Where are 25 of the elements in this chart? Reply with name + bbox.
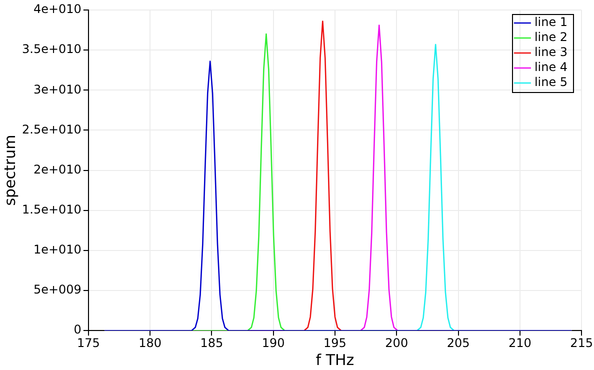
legend-label: line 3	[534, 45, 568, 60]
x-tick-label: 210	[508, 336, 532, 350]
y-tick-label: 1.5e+010	[22, 202, 82, 216]
y-tick-label: 4e+010	[33, 2, 82, 16]
x-tick-label: 195	[324, 336, 346, 350]
y-tick-label: 3e+010	[33, 82, 82, 96]
legend-label: line 1	[534, 15, 568, 30]
x-axis-title: f THz	[316, 350, 354, 369]
x-tick-label: 190	[262, 336, 285, 350]
y-tick-label: 1e+010	[33, 242, 82, 257]
x-tick-label: 185	[200, 336, 224, 350]
y-tick-label: 3.5e+010	[22, 42, 82, 56]
legend-label: line 4	[534, 60, 568, 74]
y-tick-label: 0	[74, 322, 82, 337]
y-tick-label: 5e+009	[33, 282, 82, 297]
y-tick-label: 2e+010	[33, 162, 82, 176]
x-tick-label: 180	[138, 336, 162, 350]
x-tick-label: 205	[446, 336, 470, 350]
x-tick-label: 175	[76, 336, 100, 350]
x-tick-label: 200	[385, 336, 408, 350]
y-axis-title: spectrum	[0, 134, 19, 206]
legend-label: line 5	[534, 75, 568, 90]
y-tick-label: 2.5e+010	[22, 122, 82, 136]
legend-label: line 2	[534, 30, 568, 44]
x-tick-label: 215	[570, 336, 593, 350]
